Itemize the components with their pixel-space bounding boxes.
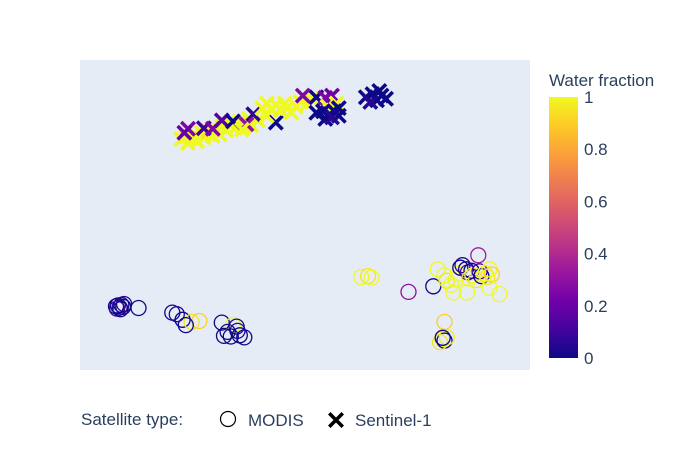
legend-item-sentinel-1[interactable]: Sentinel-1 [328, 411, 432, 430]
plot-area [80, 60, 530, 370]
modis-point [491, 285, 508, 303]
colorbar-tick-label: 1 [584, 88, 593, 107]
series-sentinel-1 [173, 83, 394, 152]
modis-point [438, 329, 455, 346]
modis-point [363, 269, 380, 286]
legend-item-label: Sentinel-1 [355, 411, 432, 430]
modis-point [174, 311, 191, 328]
modis-point [112, 301, 129, 318]
colorbar-title: Water fraction [549, 71, 654, 90]
legend-x-icon [328, 412, 344, 428]
data-points [107, 83, 508, 351]
modis-point [458, 284, 476, 301]
colorbar-ticks: 0 0.2 0.4 0.6 0.8 1 [584, 88, 608, 368]
legend: Satellite type: MODIS Sentinel-1 [81, 410, 432, 430]
modis-point [445, 284, 462, 301]
colorbar-tick-label: 0.6 [584, 192, 608, 211]
sentinel-1-point [378, 90, 394, 107]
modis-point [429, 261, 446, 278]
legend-circle-open-icon [219, 410, 237, 428]
modis-point [130, 299, 147, 317]
legend-item-modis[interactable]: MODIS [219, 410, 304, 430]
modis-point [436, 313, 453, 331]
modis-point [236, 329, 253, 346]
sentinel-1-point [324, 109, 340, 126]
modis-point [483, 266, 500, 283]
colorbar: Water fraction 0 0.2 0.4 0.6 0.8 1 [549, 71, 654, 368]
modis-point [353, 268, 370, 286]
colorbar-tick-label: 0.8 [584, 140, 608, 159]
modis-point [222, 328, 239, 345]
modis-point [479, 268, 496, 286]
colorbar-tick-label: 0.4 [584, 245, 608, 264]
sentinel-1-point [330, 100, 347, 117]
colorbar-tick-label: 0.2 [584, 297, 608, 316]
colorbar-gradient [549, 97, 578, 358]
modis-point [168, 306, 185, 323]
modis-point [213, 314, 230, 331]
sentinel-1-point [245, 106, 262, 123]
legend-item-label: MODIS [248, 411, 304, 430]
sentinel-1-point [234, 121, 250, 138]
modis-point [470, 247, 487, 264]
series-modis [107, 247, 508, 351]
colorbar-tick-label: 0 [584, 349, 593, 368]
modis-point [434, 329, 451, 346]
modis-point [476, 265, 494, 282]
sentinel-1-point [324, 87, 340, 104]
modis-point [219, 323, 236, 341]
sentinel-1-point [176, 124, 193, 141]
sentinel-1-point [294, 87, 311, 104]
modis-point [481, 279, 498, 297]
modis-point [215, 327, 233, 345]
modis-point [177, 316, 194, 334]
modis-point [400, 283, 417, 301]
legend-title: Satellite type: [81, 410, 183, 429]
modis-point [425, 278, 442, 295]
